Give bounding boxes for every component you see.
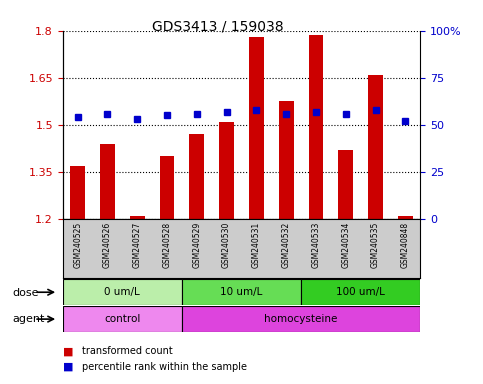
Bar — [301, 279, 420, 305]
Bar — [182, 279, 301, 305]
Text: 0 um/L: 0 um/L — [104, 287, 140, 297]
Bar — [219, 122, 234, 219]
Bar — [63, 306, 182, 332]
Text: control: control — [104, 314, 141, 324]
Text: percentile rank within the sample: percentile rank within the sample — [82, 362, 247, 372]
Bar — [100, 144, 115, 219]
Text: GSM240528: GSM240528 — [163, 222, 171, 268]
Bar — [159, 156, 174, 219]
Text: GSM240531: GSM240531 — [252, 222, 261, 268]
Bar — [182, 306, 420, 332]
Text: 10 um/L: 10 um/L — [220, 287, 263, 297]
Text: 100 um/L: 100 um/L — [336, 287, 385, 297]
Bar — [279, 101, 294, 219]
Text: dose: dose — [12, 288, 39, 298]
Text: ■: ■ — [63, 346, 73, 356]
Text: GSM240529: GSM240529 — [192, 222, 201, 268]
Bar — [338, 150, 353, 219]
Bar — [189, 134, 204, 219]
Text: GSM240526: GSM240526 — [103, 222, 112, 268]
Bar — [130, 216, 145, 219]
Text: ■: ■ — [63, 362, 73, 372]
Text: GSM240527: GSM240527 — [133, 222, 142, 268]
Text: GSM240535: GSM240535 — [371, 222, 380, 268]
Text: GSM240534: GSM240534 — [341, 222, 350, 268]
Text: homocysteine: homocysteine — [264, 314, 338, 324]
Text: transformed count: transformed count — [82, 346, 173, 356]
Bar — [249, 37, 264, 219]
Text: GSM240848: GSM240848 — [401, 222, 410, 268]
Bar — [368, 74, 383, 219]
Text: GSM240533: GSM240533 — [312, 222, 320, 268]
Text: GDS3413 / 159038: GDS3413 / 159038 — [152, 19, 283, 33]
Text: GSM240530: GSM240530 — [222, 222, 231, 268]
Bar — [70, 166, 85, 219]
Text: GSM240532: GSM240532 — [282, 222, 291, 268]
Text: agent: agent — [12, 314, 44, 324]
Text: GSM240525: GSM240525 — [73, 222, 82, 268]
Bar — [398, 216, 413, 219]
Bar — [63, 279, 182, 305]
Bar — [309, 35, 324, 219]
